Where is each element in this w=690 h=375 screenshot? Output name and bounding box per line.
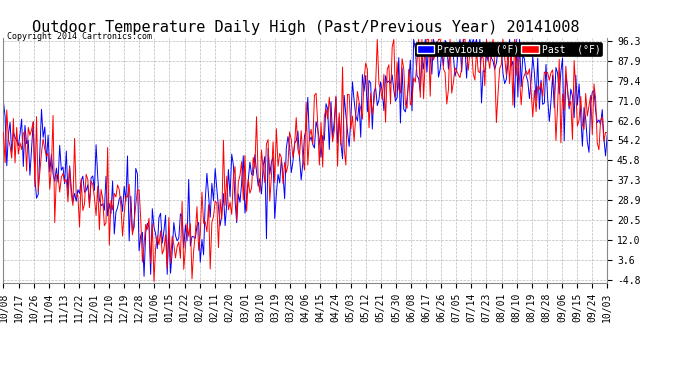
Text: Copyright 2014 Cartronics.com: Copyright 2014 Cartronics.com [7, 32, 152, 41]
Legend: Previous  (°F), Past  (°F): Previous (°F), Past (°F) [415, 42, 602, 56]
Title: Outdoor Temperature Daily High (Past/Previous Year) 20141008: Outdoor Temperature Daily High (Past/Pre… [32, 20, 579, 35]
